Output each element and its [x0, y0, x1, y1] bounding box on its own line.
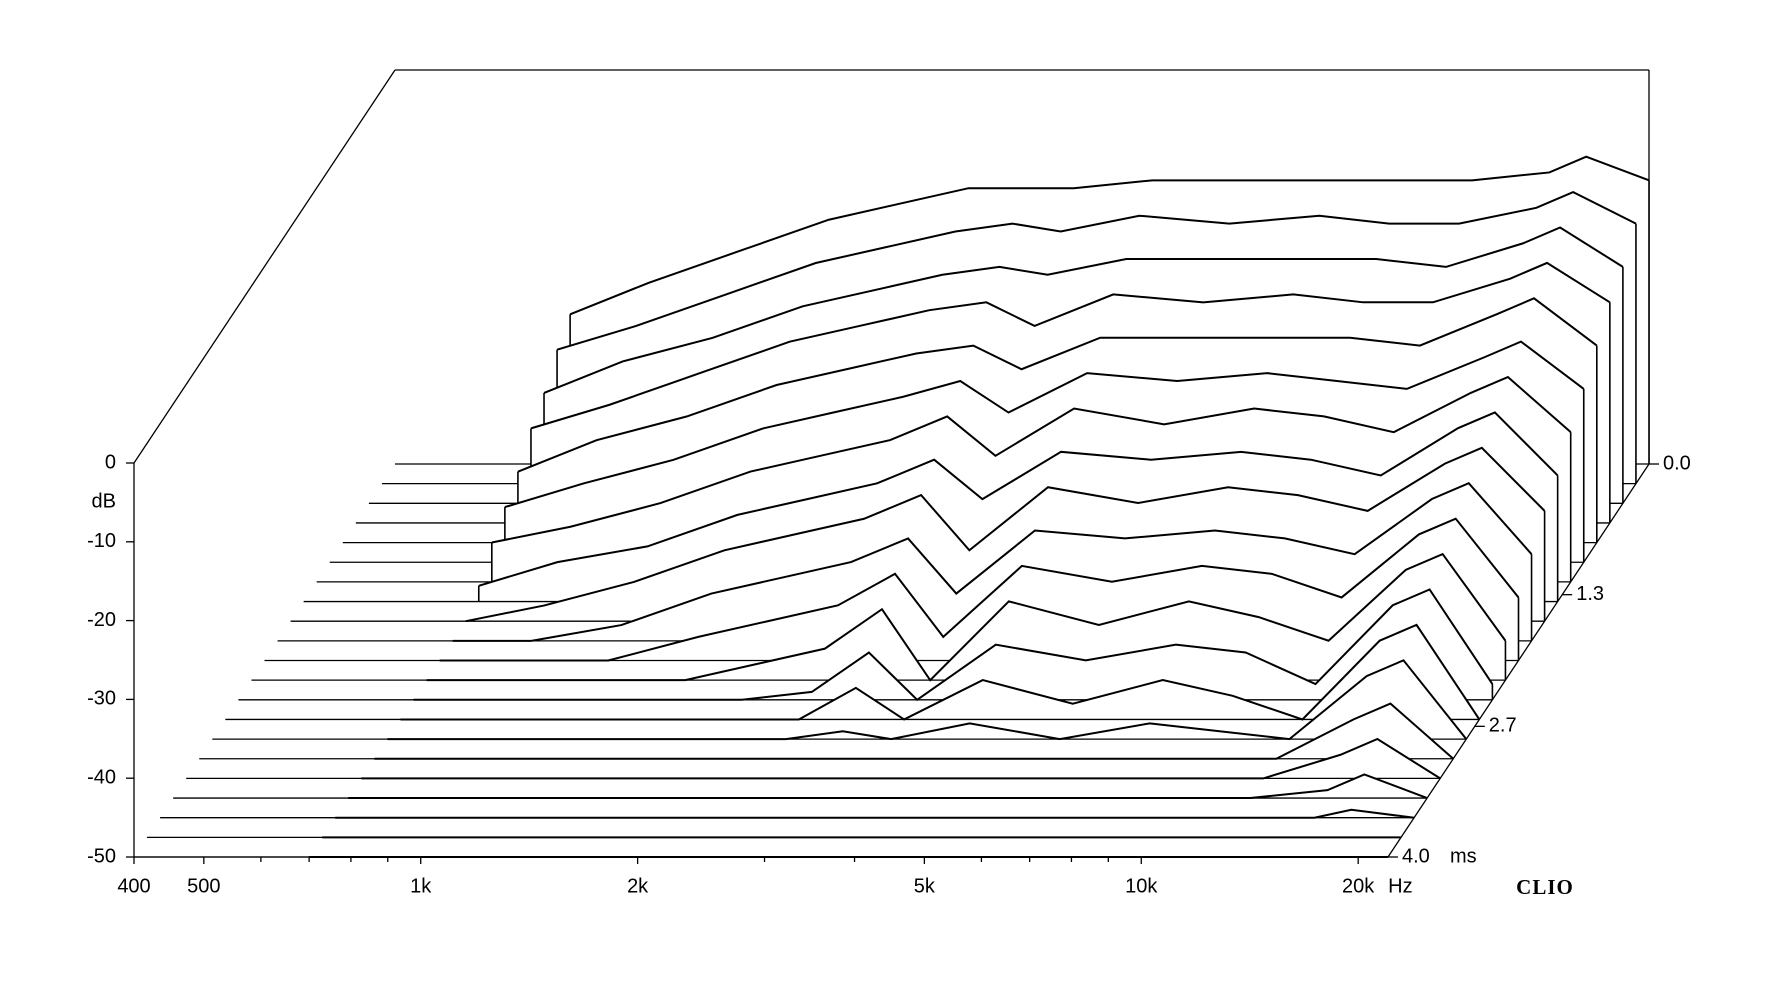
decay-slice	[556, 190, 1637, 351]
slice-fill	[160, 809, 1415, 818]
z-unit: ms	[1450, 845, 1477, 867]
z-tick-label: 0.0	[1663, 452, 1691, 474]
decay-slice	[569, 155, 1650, 316]
x-tick-label: 10k	[1125, 875, 1158, 897]
decay-slice	[413, 588, 1494, 702]
decay-slice	[517, 297, 1598, 473]
x-tick-label: 400	[117, 875, 150, 897]
decay-slice	[439, 517, 1520, 662]
decay-slice	[361, 737, 1441, 780]
decay-slice	[543, 226, 1624, 394]
decay-slice	[465, 446, 1546, 623]
slice-fill	[186, 739, 1441, 779]
frame-right-edge	[1387, 463, 1650, 858]
z-tick-label: 1.3	[1576, 583, 1604, 605]
z-tick-label: 2.7	[1489, 715, 1517, 737]
decay-slice	[374, 702, 1454, 760]
decay-slice	[478, 411, 1559, 587]
brand-label: CLIO	[1516, 875, 1574, 899]
y-tick-label: 0	[105, 451, 116, 473]
decay-slice	[504, 340, 1585, 509]
x-tick-label: 5k	[914, 875, 936, 897]
y-axis-label: dB	[92, 491, 116, 513]
decay-slice	[400, 623, 1481, 721]
slice-fill	[225, 624, 1480, 720]
x-tick-label: 500	[187, 875, 220, 897]
x-unit: Hz	[1388, 875, 1412, 897]
x-tick-label: 1k	[410, 875, 432, 897]
y-tick-label: -40	[87, 766, 116, 788]
x-tick-label: 2k	[627, 875, 649, 897]
decay-slice	[426, 552, 1507, 682]
y-tick-label: -10	[87, 530, 116, 552]
decay-slice	[452, 482, 1533, 642]
z-tick-label: 4.0	[1402, 845, 1430, 867]
slice-fill	[199, 703, 1454, 759]
decay-slice	[335, 808, 1415, 819]
x-tick-label: 20k	[1342, 875, 1375, 897]
decay-slice	[491, 375, 1572, 544]
decay-slice	[387, 659, 1468, 741]
decay-slice	[348, 773, 1428, 800]
y-tick-label: -50	[87, 845, 116, 867]
frame-left-edge	[133, 69, 396, 464]
slice-fill	[173, 774, 1428, 799]
slice-fill	[238, 589, 1493, 700]
y-tick-label: -30	[87, 688, 116, 710]
decay-slice	[530, 261, 1611, 430]
y-tick-label: -20	[87, 609, 116, 631]
